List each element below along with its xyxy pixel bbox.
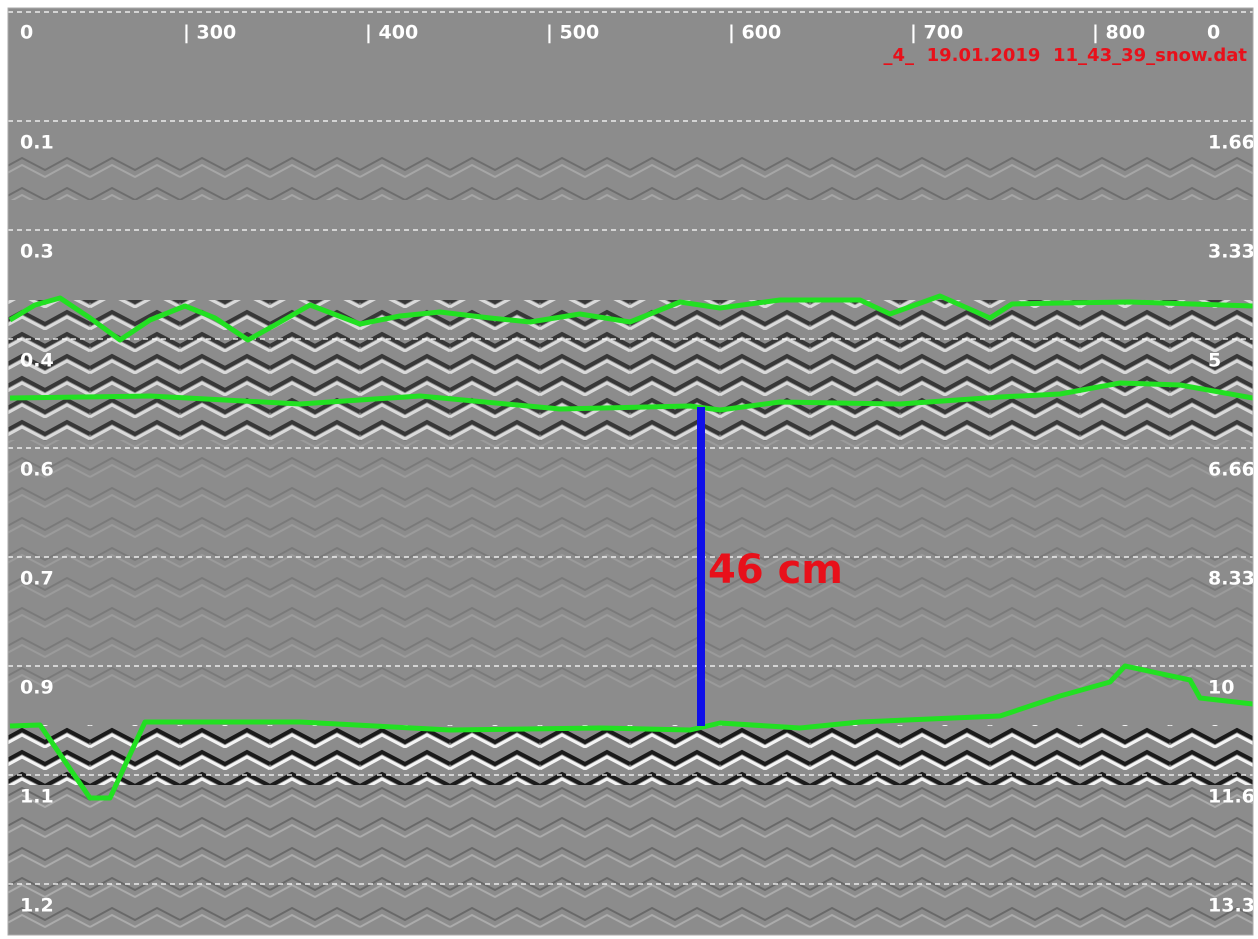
view-border xyxy=(7,7,1254,936)
distance-label: 0 xyxy=(1207,22,1220,44)
thickness-annotation: 46 cm xyxy=(708,547,843,593)
depth-label: 0.7 xyxy=(20,568,54,590)
surface-line xyxy=(8,293,1253,343)
depth-label: 0.3 xyxy=(20,241,54,263)
ground-line xyxy=(9,663,1253,801)
layer-line xyxy=(9,380,1253,413)
distance-label: | 400 xyxy=(365,22,418,44)
depth-label: 3.33 xyxy=(1208,241,1255,263)
depth-label: 13.3 xyxy=(1208,895,1255,917)
depth-label: 0.4 xyxy=(20,350,54,372)
depth-label: 6.66 xyxy=(1208,459,1255,481)
distance-axis: 0 | 300 | 400 | 500 | 600 | 700 | 800 0 xyxy=(20,22,1220,44)
distance-label: | 800 xyxy=(1092,22,1145,44)
depth-label: 0.1 xyxy=(20,132,54,154)
distance-label: | 600 xyxy=(728,22,781,44)
file-name: _4_ 19.01.2019 11_43_39_snow.dat xyxy=(884,45,1248,66)
radargram-image xyxy=(8,8,1253,935)
depth-label: 11.6 xyxy=(1208,786,1255,808)
depth-axis-left: 0.1 0.3 0.4 0.6 0.7 0.9 1.1 1.2 xyxy=(20,132,54,917)
distance-label: 0 xyxy=(20,22,33,44)
depth-label: 1.2 xyxy=(20,895,54,917)
depth-label: 1.1 xyxy=(20,786,54,808)
distance-label: | 700 xyxy=(910,22,963,44)
depth-label: 8.33 xyxy=(1208,568,1255,590)
distance-label: | 300 xyxy=(183,22,236,44)
distance-label: | 500 xyxy=(546,22,599,44)
depth-label: 0.9 xyxy=(20,677,54,699)
depth-label: 10 xyxy=(1208,677,1234,699)
depth-label: 0.6 xyxy=(20,459,54,481)
depth-label: 5 xyxy=(1208,350,1221,372)
depth-label: 1.66 xyxy=(1208,132,1255,154)
depth-axis-right: 1.66 3.33 5 6.66 8.33 10 11.6 13.3 xyxy=(1208,132,1255,917)
